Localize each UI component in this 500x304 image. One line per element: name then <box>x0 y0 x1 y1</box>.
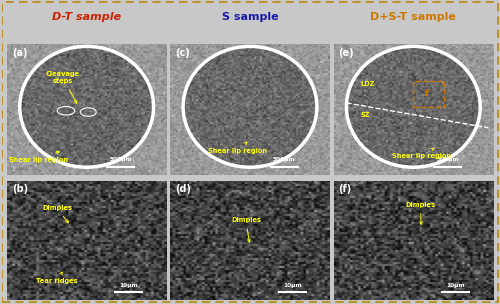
Text: (e): (e) <box>338 48 354 58</box>
Text: Shear lip region: Shear lip region <box>392 148 451 159</box>
Text: (d): (d) <box>175 184 191 194</box>
Text: f: f <box>425 89 429 98</box>
Text: 500μm: 500μm <box>436 157 459 162</box>
Text: 10μm: 10μm <box>283 283 302 288</box>
Ellipse shape <box>183 47 317 167</box>
Bar <box>414 81 444 107</box>
Text: D+S-T sample: D+S-T sample <box>370 12 456 22</box>
Text: SZ: SZ <box>361 112 370 118</box>
Text: Cleavage
steps: Cleavage steps <box>46 71 80 103</box>
Text: (a): (a) <box>12 48 28 58</box>
Text: 500μm: 500μm <box>273 157 295 162</box>
Text: (b): (b) <box>12 184 28 194</box>
Text: LDZ: LDZ <box>361 81 376 87</box>
Text: Shear lip region: Shear lip region <box>208 142 267 154</box>
Text: Tear ridges: Tear ridges <box>36 272 78 284</box>
Text: 500μm: 500μm <box>110 157 132 162</box>
Text: Dimples: Dimples <box>406 202 436 224</box>
Text: Dimples: Dimples <box>231 217 261 242</box>
Text: Shear lip region: Shear lip region <box>10 151 68 163</box>
Text: (c): (c) <box>175 48 190 58</box>
Ellipse shape <box>346 47 480 167</box>
Text: 10μm: 10μm <box>446 283 465 288</box>
Text: Dimples: Dimples <box>42 206 72 223</box>
Text: D-T sample: D-T sample <box>52 12 121 22</box>
Ellipse shape <box>20 47 154 167</box>
Text: 10μm: 10μm <box>120 283 138 288</box>
Text: S sample: S sample <box>222 12 278 22</box>
Text: (f): (f) <box>338 184 351 194</box>
